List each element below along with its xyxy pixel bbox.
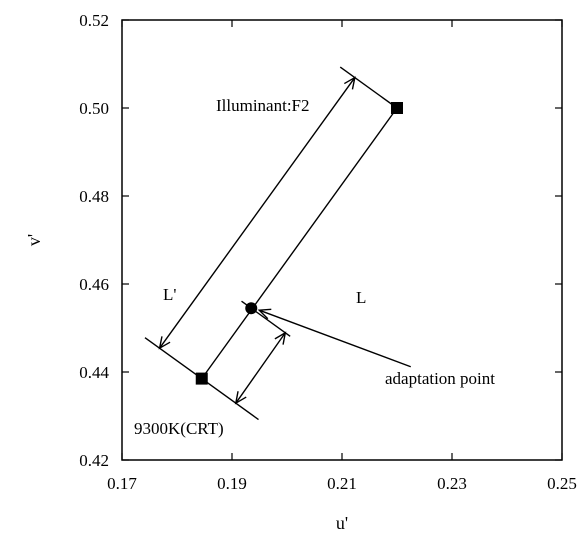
label-adaptation-point: adaptation point [385, 369, 495, 388]
tick-labels: 0.17 0.19 0.21 0.23 0.25 0.42 0.44 0.46 0.48 0.50… [79, 11, 577, 493]
label-L: L [356, 288, 366, 307]
boundary-f2 [339, 66, 398, 109]
square-marker [195, 372, 208, 385]
x-tick-label: 0.25 [547, 474, 577, 493]
x-tick-label: 0.19 [217, 474, 247, 493]
adaptation-pointer-head [257, 308, 272, 320]
arrow-L-prime-start [234, 391, 247, 405]
plot-frame [121, 19, 563, 461]
chromaticity-line [201, 107, 398, 380]
y-tick-label: 0.44 [79, 363, 109, 382]
y-tick-label: 0.48 [79, 187, 109, 206]
x-axis-title: u' [336, 513, 348, 533]
x-tick-label: 0.17 [107, 474, 137, 493]
y-axis-title: v' [24, 234, 44, 246]
y-tick-label: 0.42 [79, 451, 109, 470]
arrow-L-prime-end [274, 331, 287, 345]
ticks [121, 19, 563, 461]
circle-marker [245, 302, 258, 315]
x-tick-label: 0.21 [327, 474, 357, 493]
dimension-L-prime [235, 332, 286, 404]
x-tick-label: 0.23 [437, 474, 467, 493]
square-marker [391, 102, 403, 114]
dimension-L [159, 77, 356, 349]
arrow-L-start [158, 336, 171, 350]
label-illuminant: Illuminant:F2 [216, 96, 310, 115]
y-tick-label: 0.46 [79, 275, 109, 294]
label-crt: 9300K(CRT) [134, 419, 224, 438]
arrow-L-end [343, 76, 356, 90]
data-markers [195, 102, 403, 385]
y-tick-label: 0.52 [79, 11, 109, 30]
construction-lines [144, 66, 411, 421]
adaptation-pointer [259, 309, 411, 368]
y-tick-label: 0.50 [79, 99, 109, 118]
label-L-prime: L' [163, 285, 176, 304]
